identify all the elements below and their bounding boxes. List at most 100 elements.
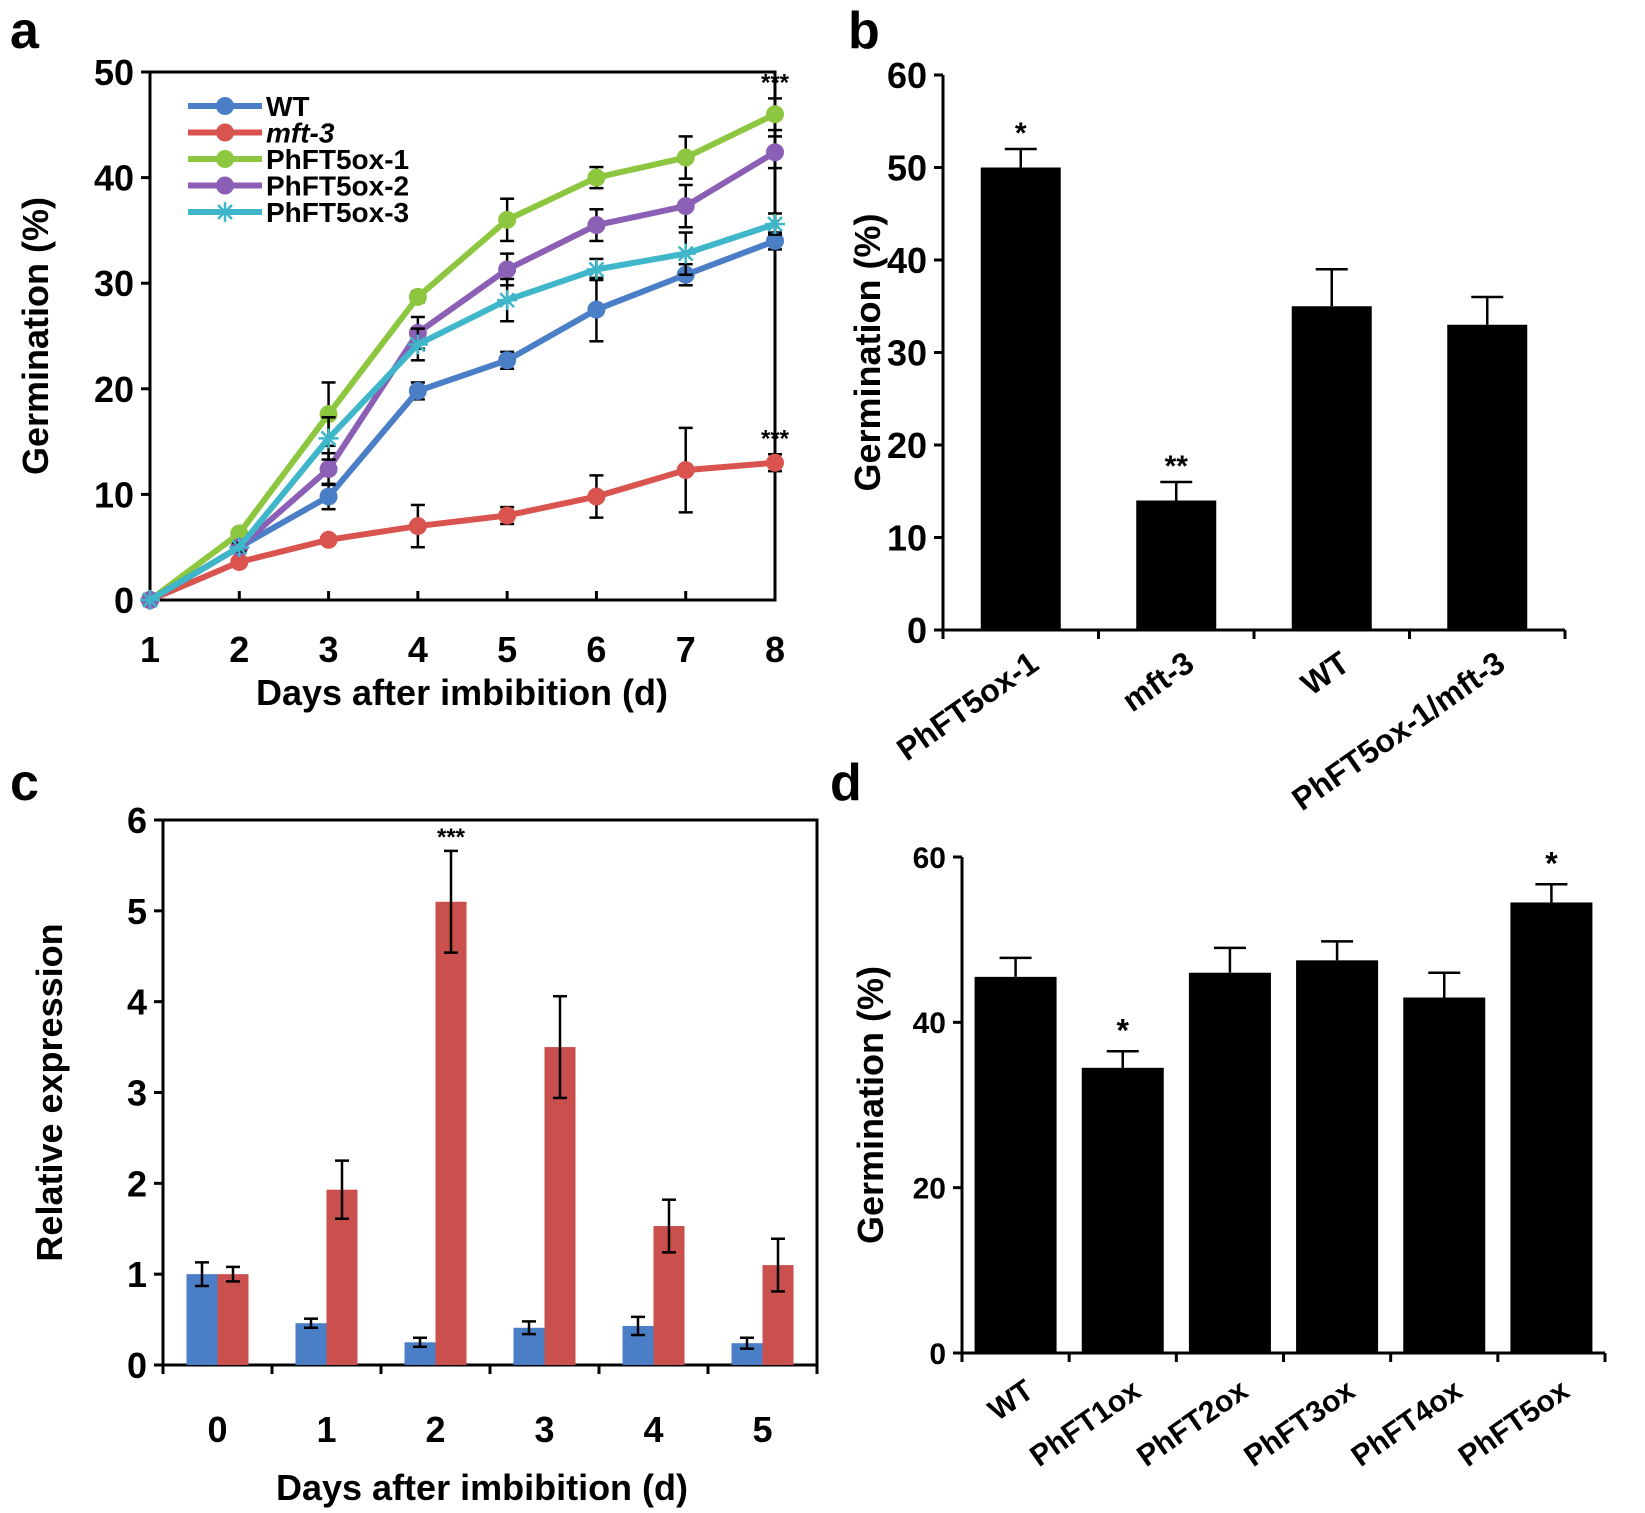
legend-label: PhFT5ox-3 xyxy=(266,197,409,228)
bar-day-1-series-2 xyxy=(326,1159,358,1365)
bar-phft4ox xyxy=(1403,971,1486,1353)
plot-frame xyxy=(161,818,819,1367)
data-point xyxy=(498,210,517,229)
data-point xyxy=(587,300,606,319)
bar-phft2ox xyxy=(1188,946,1271,1353)
data-point xyxy=(229,537,250,558)
bar-wt xyxy=(1291,268,1372,630)
panel-c-bar-chart: 0 1 2 3 4 5 6 Relative expression Days after imb… xyxy=(29,800,819,1508)
x-category-label: PhFT1ox xyxy=(1024,1374,1147,1474)
x-category-label: PhFT5ox-1 xyxy=(890,644,1045,767)
x-tick-label: 8 xyxy=(765,629,785,670)
y-tick-label: 0 xyxy=(114,580,134,621)
y-tick-label: 0 xyxy=(127,1345,147,1386)
y-axis-title: Germination (%) xyxy=(15,197,56,475)
asterisk-stroke xyxy=(588,261,605,278)
asterisk-stroke xyxy=(499,292,516,308)
series-line xyxy=(148,221,776,603)
bar xyxy=(186,1274,218,1365)
bar-day-4-series-1 xyxy=(622,1315,654,1365)
data-point xyxy=(318,428,339,449)
data-point xyxy=(587,168,606,187)
bar-wt xyxy=(974,956,1057,1353)
bar-day-0-series-2 xyxy=(217,1265,249,1365)
y-tick-label: 60 xyxy=(887,55,927,96)
y-tick-label: 10 xyxy=(887,517,927,558)
legend-label: PhFT5ox-2 xyxy=(266,171,409,202)
bar xyxy=(974,976,1057,1353)
x-tick-label: 1 xyxy=(140,629,160,670)
panel-label-c: c xyxy=(10,754,39,812)
data-point xyxy=(766,231,784,250)
significance-marker: ** xyxy=(1165,450,1189,483)
series-phft5ox-3 xyxy=(140,212,785,610)
y-tick-label: 1 xyxy=(127,1254,147,1295)
x-axis-title: Days after imbibition (d) xyxy=(256,672,668,713)
bar-phft3ox xyxy=(1296,940,1379,1353)
legend-item-phft5ox-1: PhFT5ox-1 xyxy=(188,144,409,175)
x-category-label: PhFT5ox xyxy=(1453,1374,1576,1474)
y-tick-label: 10 xyxy=(94,474,134,515)
series-line xyxy=(148,149,777,603)
bar xyxy=(1136,500,1217,630)
bar xyxy=(544,1047,576,1365)
legend-label: PhFT5ox-1 xyxy=(266,144,409,175)
panel-b-bar-chart: 0 10 20 30 40 50 60 Germination (%) * PhFT5ox-1 **… xyxy=(847,55,1567,818)
data-point xyxy=(319,487,338,506)
bar xyxy=(980,167,1061,630)
x-tick-label: 2 xyxy=(229,629,249,670)
asterisk-stroke xyxy=(320,430,337,447)
x-category-label: 1 xyxy=(316,1409,336,1450)
legend-swatch-marker xyxy=(216,176,234,195)
significance-marker: * xyxy=(1545,845,1558,881)
bar xyxy=(1510,902,1593,1353)
bar-phft5ox-1-mft-3 xyxy=(1447,295,1528,630)
bar-mft-3: ** xyxy=(1136,450,1217,630)
data-point xyxy=(675,243,696,264)
x-category-label: 4 xyxy=(643,1409,663,1450)
data-point xyxy=(407,334,428,355)
bar-day-0-series-1 xyxy=(186,1261,218,1365)
bar-day-1-series-1 xyxy=(295,1317,327,1365)
data-point xyxy=(140,590,160,610)
series-mft-3 xyxy=(141,426,784,609)
data-point xyxy=(765,214,785,235)
bar xyxy=(217,1274,249,1365)
series-line xyxy=(148,459,776,603)
bar xyxy=(731,1343,763,1365)
data-point xyxy=(676,197,695,216)
data-point xyxy=(766,453,784,472)
data-point xyxy=(230,552,249,571)
significance-marker: * xyxy=(1117,1012,1130,1048)
x-tick-label: 7 xyxy=(676,629,696,670)
y-tick-label: 50 xyxy=(94,52,134,93)
asterisk-stroke xyxy=(409,336,426,353)
y-tick-label: 4 xyxy=(127,982,147,1023)
bar xyxy=(404,1342,436,1365)
x-category-label: PhFT4ox xyxy=(1346,1374,1469,1474)
data-point xyxy=(676,148,695,167)
y-axis-title: Germination (%) xyxy=(847,213,888,491)
bar-day-3-series-1 xyxy=(513,1320,545,1365)
panel-label-a: a xyxy=(10,2,40,60)
y-tick-label: 20 xyxy=(94,369,134,410)
bar-day-5-series-2 xyxy=(762,1237,794,1365)
legend-swatch-marker xyxy=(216,123,234,142)
bar-day-4-series-2 xyxy=(653,1198,685,1365)
legend-swatch-marker xyxy=(217,204,233,220)
data-point xyxy=(766,143,784,162)
bar xyxy=(1188,972,1271,1353)
data-point xyxy=(586,259,607,280)
x-category-label: PhFT2ox xyxy=(1131,1374,1254,1474)
legend-label: mft-3 xyxy=(266,118,335,149)
y-tick-label: 60 xyxy=(913,842,946,875)
y-tick-label: 40 xyxy=(913,1007,946,1040)
data-point xyxy=(497,290,518,311)
x-category-label: 2 xyxy=(425,1409,445,1450)
bar xyxy=(295,1323,327,1365)
bar xyxy=(1296,960,1379,1353)
data-point xyxy=(319,530,338,549)
